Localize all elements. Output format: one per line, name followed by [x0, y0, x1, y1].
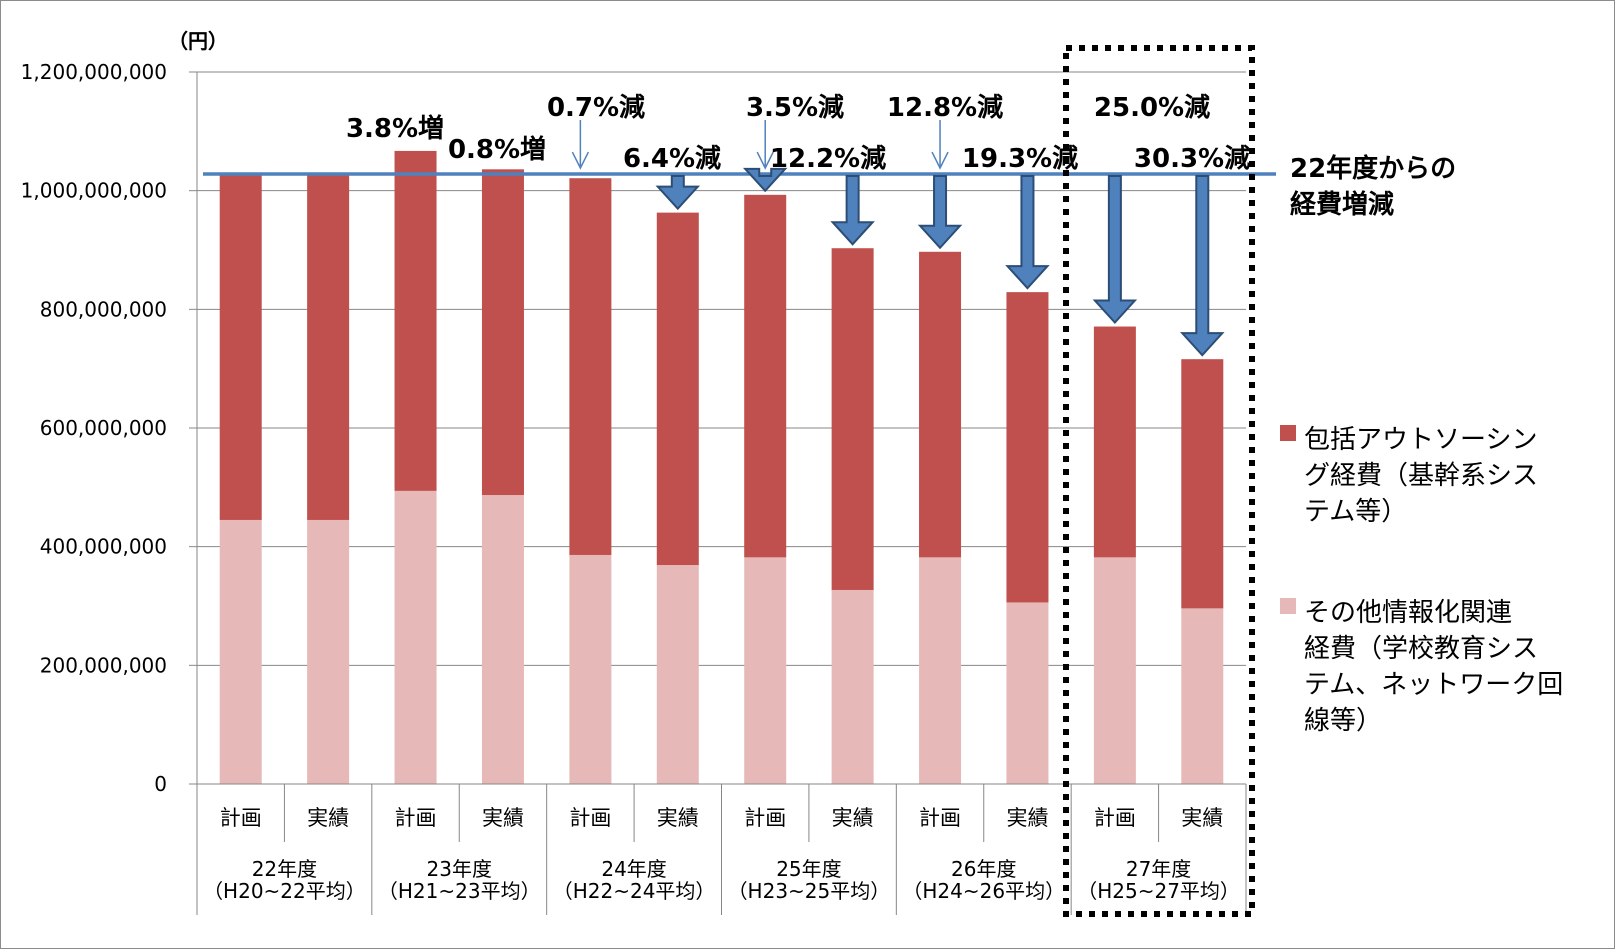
category-label: 実績	[657, 806, 699, 830]
decrease-arrow	[655, 175, 701, 211]
grid-layer	[197, 71, 1246, 666]
bar-segment-other	[744, 557, 787, 784]
group-label: 23年度	[427, 857, 492, 881]
axis-layer: 0 200,000,000 400,000,000 600,000,000 800,00…	[21, 60, 1247, 915]
bar-segment-outsourcing	[919, 251, 962, 558]
bar-segment-outsourcing	[744, 194, 787, 558]
group-sublabel: （H23~25平均）	[728, 879, 891, 903]
unit-label: （円）	[168, 29, 228, 53]
percent-change-label: 25.0%減	[1094, 93, 1210, 123]
bar-segment-other	[831, 589, 874, 784]
percent-change-label: 3.8%増	[346, 114, 444, 144]
y-tick-label: 1,000,000,000	[21, 179, 167, 203]
thin-arrow-head	[571, 151, 590, 170]
percent-change-label: 0.7%減	[547, 93, 645, 123]
bar-segment-other	[307, 519, 350, 784]
percent-change-label: 0.8%増	[448, 135, 546, 165]
group-label: 26年度	[951, 857, 1016, 881]
category-label: 実績	[1006, 806, 1048, 830]
percent-change-label: 6.4%減	[623, 144, 721, 174]
legend-label: グ経費（基幹系シス	[1304, 461, 1538, 491]
legend-swatch	[1280, 425, 1296, 441]
decrease-arrow	[1092, 175, 1138, 325]
bar-segment-outsourcing	[831, 248, 874, 590]
legend-label: テム等）	[1304, 497, 1407, 527]
y-tick-label: 200,000,000	[40, 653, 167, 677]
legend-label: テム、ネットワーク回	[1304, 670, 1563, 700]
group-label: 25年度	[776, 857, 841, 881]
category-label: 計画	[220, 806, 262, 830]
legend-label: その他情報化関連	[1304, 598, 1512, 628]
bar-segment-outsourcing	[1006, 292, 1049, 603]
group-label: 22年度	[252, 857, 317, 881]
group-sublabel: （H25~27平均）	[1077, 879, 1240, 903]
group-sublabel: （H24~26平均）	[902, 879, 1065, 903]
legend-label: 線等）	[1304, 706, 1382, 736]
category-label: 計画	[395, 806, 437, 830]
legend-swatch	[1280, 598, 1296, 614]
highlight-box	[1063, 45, 1255, 917]
bar-layer	[219, 150, 1224, 784]
bar-segment-other	[1181, 608, 1224, 784]
group-label: 24年度	[601, 857, 666, 881]
decrease-arrow	[1180, 175, 1225, 357]
group-sublabel: （H20~22平均）	[203, 879, 366, 903]
category-label: 実績	[832, 806, 874, 830]
bar-segment-outsourcing	[394, 150, 437, 491]
category-label: 実績	[307, 806, 349, 830]
y-tick-label: 800,000,000	[40, 297, 167, 321]
percent-change-label: 30.3%減	[1134, 144, 1250, 174]
y-tick-label: 1,200,000,000	[21, 60, 167, 84]
y-tick-label: 600,000,000	[40, 416, 167, 440]
decrease-arrow	[742, 167, 788, 193]
decrease-arrow	[1005, 175, 1050, 290]
category-label: 計画	[744, 806, 786, 830]
percent-change-label: 12.2%減	[770, 144, 886, 174]
bar-segment-outsourcing	[307, 174, 350, 520]
bar-segment-other	[1093, 557, 1136, 784]
reference-label-line1: 22年度からの	[1290, 153, 1456, 184]
percent-change-label: 19.3%減	[962, 144, 1078, 174]
bar-segment-outsourcing	[1093, 326, 1136, 558]
group-sublabel: （H22~24平均）	[553, 879, 716, 903]
bar-segment-other	[1006, 602, 1049, 784]
arrow-layer	[571, 120, 1225, 357]
bar-segment-outsourcing	[481, 169, 524, 496]
reference-label-line2: 経費増減	[1290, 189, 1394, 220]
thin-arrow-head	[756, 151, 774, 170]
percent-change-label: 12.8%減	[887, 93, 1003, 123]
category-label: 実績	[482, 806, 524, 830]
percent-change-label: 3.5%減	[746, 93, 844, 123]
category-label: 計画	[919, 806, 961, 830]
group-label: 27年度	[1126, 857, 1191, 881]
label-layer: 3.8%増0.8%増0.7%減 6.4%減 3.5%減 12.2%減12.8%減 19.…	[346, 45, 1255, 917]
group-sublabel: （H21~23平均）	[378, 879, 541, 903]
category-label: 計画	[1094, 806, 1136, 830]
bar-segment-outsourcing	[1181, 359, 1224, 609]
thin-arrow-head	[931, 151, 949, 170]
category-label: 実績	[1181, 806, 1223, 830]
bar-segment-other	[394, 490, 437, 784]
category-label: 計画	[569, 806, 611, 830]
bar-segment-other	[569, 554, 612, 784]
bar-segment-other	[656, 565, 699, 784]
y-tick-label: 0	[154, 772, 167, 796]
legend-label: 包括アウトソーシン	[1304, 425, 1537, 455]
legend-label: 経費（学校教育シス	[1304, 634, 1538, 664]
bar-segment-outsourcing	[219, 174, 262, 520]
bar-segment-outsourcing	[656, 212, 699, 566]
y-tick-label: 400,000,000	[40, 535, 167, 559]
decrease-arrow	[830, 175, 875, 246]
bar-segment-outsourcing	[569, 178, 612, 555]
bar-segment-other	[219, 519, 262, 784]
decrease-arrow	[917, 175, 963, 250]
bar-segment-other	[919, 557, 962, 784]
bar-segment-other	[481, 495, 524, 784]
